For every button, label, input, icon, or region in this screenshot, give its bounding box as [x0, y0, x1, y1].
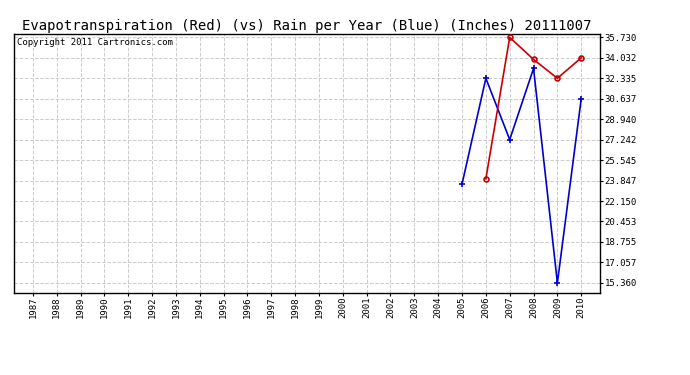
Title: Evapotranspiration (Red) (vs) Rain per Year (Blue) (Inches) 20111007: Evapotranspiration (Red) (vs) Rain per Y… [22, 19, 592, 33]
Text: Copyright 2011 Cartronics.com: Copyright 2011 Cartronics.com [17, 38, 172, 46]
